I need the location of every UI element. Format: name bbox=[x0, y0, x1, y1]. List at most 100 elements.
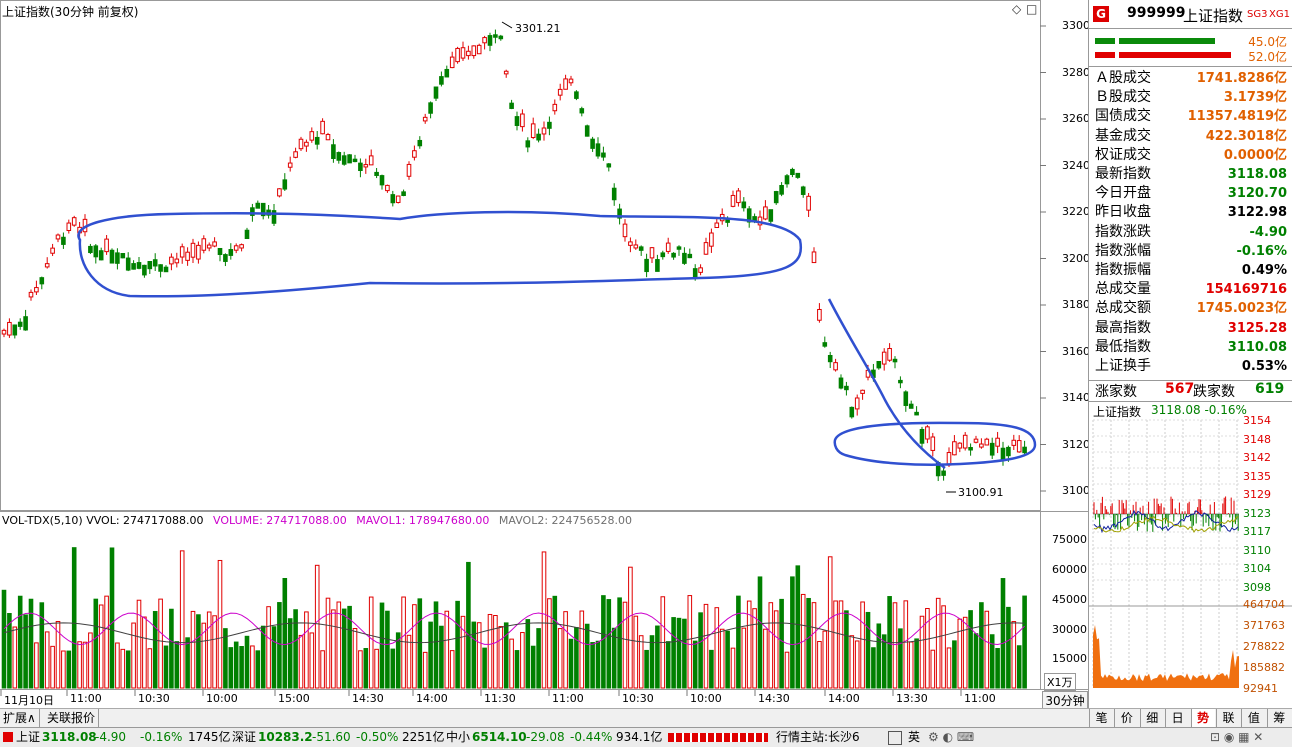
volume-bar bbox=[417, 598, 423, 689]
candle-body bbox=[466, 50, 471, 57]
quote-row: 指数振幅 0.49% bbox=[1093, 261, 1287, 280]
quote-row-value: 3.1739亿 bbox=[1223, 90, 1287, 106]
candle-body bbox=[665, 242, 671, 252]
time-axis-tick: 15:00 bbox=[278, 692, 310, 705]
volume-bar bbox=[466, 561, 471, 689]
quote-tab-6[interactable]: 值 bbox=[1241, 709, 1265, 727]
volume-bar bbox=[757, 576, 763, 689]
candle-body bbox=[444, 68, 450, 78]
candle-body bbox=[277, 188, 282, 197]
sh-index-label[interactable]: 上证 bbox=[16, 730, 41, 744]
ime-icon[interactable] bbox=[888, 731, 902, 745]
quote-tab-3[interactable]: 日 bbox=[1165, 709, 1189, 727]
quote-row-label: 国债成交 bbox=[1095, 108, 1151, 125]
quote-row-value: 3122.98 bbox=[1227, 205, 1287, 221]
candle-body bbox=[325, 134, 331, 141]
window-shape-icon[interactable]: ◇ bbox=[1012, 2, 1022, 16]
volume-bar bbox=[358, 650, 363, 689]
stock-name: 上证指数 bbox=[1183, 7, 1244, 25]
candle-body bbox=[655, 259, 660, 272]
candle-body bbox=[201, 238, 207, 251]
ime-mode[interactable]: 英 bbox=[908, 730, 921, 744]
volume-bar bbox=[709, 649, 714, 689]
volume-bar bbox=[50, 645, 55, 689]
candle-body bbox=[806, 195, 811, 211]
volume-bar bbox=[968, 610, 973, 689]
period-selector[interactable]: 30分钟 bbox=[1042, 691, 1088, 710]
mini-chart-title: 上证指数 bbox=[1093, 405, 1142, 419]
candle-body bbox=[390, 194, 396, 204]
candle-body bbox=[212, 241, 217, 247]
candle-body bbox=[898, 379, 903, 384]
window-maximize-icon[interactable]: □ bbox=[1026, 2, 1038, 16]
volume-bar bbox=[547, 598, 552, 689]
volume-bar bbox=[196, 614, 201, 689]
candle-body bbox=[849, 406, 855, 418]
quote-tab-2[interactable]: 细 bbox=[1139, 709, 1164, 727]
candle-body bbox=[779, 185, 784, 195]
sell-bar-segment bbox=[1095, 52, 1115, 58]
candle-body bbox=[687, 253, 693, 259]
candle-body bbox=[800, 186, 806, 195]
price-axis-tick: 3280 bbox=[1062, 65, 1090, 79]
system-tray-icons[interactable]: ⊡ ◉ ▦ ✕ bbox=[1210, 730, 1264, 744]
volume-bar bbox=[854, 640, 860, 689]
candle-body bbox=[514, 116, 520, 126]
tag-sg3[interactable]: SG3 bbox=[1247, 9, 1268, 20]
candle-body bbox=[120, 253, 126, 259]
quote-row: 指数涨跌 -4.90 bbox=[1093, 223, 1287, 242]
volume-bar bbox=[298, 634, 304, 689]
volume-bar bbox=[439, 625, 444, 689]
group-badge[interactable]: G bbox=[1093, 6, 1109, 22]
candle-body bbox=[822, 342, 828, 347]
volume-bar bbox=[779, 598, 784, 689]
mini-price-tick: 3117 bbox=[1243, 525, 1271, 538]
tag-xg1[interactable]: XG1 bbox=[1269, 9, 1290, 20]
tab-extend[interactable]: 扩展∧ bbox=[0, 709, 40, 727]
quote-row: 上证换手 0.53% bbox=[1093, 357, 1287, 376]
candle-body bbox=[595, 143, 601, 157]
quote-tab-1[interactable]: 价 bbox=[1114, 709, 1138, 727]
quote-row-label: 指数涨跌 bbox=[1095, 223, 1151, 240]
candle-body bbox=[730, 194, 736, 207]
candle-body bbox=[638, 246, 644, 251]
volume-bar bbox=[233, 641, 239, 689]
quote-row-value: -0.16% bbox=[1236, 243, 1288, 259]
volume-bar bbox=[617, 597, 622, 689]
quote-tab-4[interactable]: 势 bbox=[1190, 709, 1215, 727]
volume-bar bbox=[152, 611, 158, 689]
mini-price-tick: 3148 bbox=[1243, 432, 1271, 446]
annotation-ellipse-bottom bbox=[833, 421, 1037, 466]
candle-body bbox=[698, 267, 703, 273]
volume-bar bbox=[260, 625, 266, 689]
tab-related-quotes[interactable]: 关联报价 bbox=[44, 709, 100, 727]
quote-row: 今日开盘 3120.70 bbox=[1093, 184, 1287, 203]
sh-index-change: -4.90 bbox=[95, 730, 127, 744]
candle-body bbox=[903, 391, 909, 406]
candle-body bbox=[487, 35, 493, 46]
quote-tab-0[interactable]: 笔 bbox=[1089, 709, 1113, 727]
candle-body bbox=[66, 222, 72, 231]
volume-bar bbox=[865, 611, 871, 689]
volume-bar bbox=[1, 589, 7, 689]
volume-bar bbox=[606, 599, 612, 689]
volume-bar bbox=[995, 648, 1000, 689]
server-label[interactable]: 行情主站:长沙6 bbox=[776, 730, 860, 744]
candle-body bbox=[952, 441, 957, 456]
advance-label: 涨家数 bbox=[1095, 384, 1137, 400]
mini-avg-line bbox=[1093, 515, 1239, 533]
quote-tab-7[interactable]: 筹 bbox=[1266, 709, 1291, 727]
quote-tab-5[interactable]: 联 bbox=[1216, 709, 1240, 727]
mini-intraday-chart[interactable] bbox=[1089, 418, 1292, 708]
sz-index-label[interactable]: 深证 bbox=[232, 730, 257, 744]
volume-bar bbox=[503, 622, 509, 689]
main-chart-area[interactable] bbox=[0, 0, 1088, 708]
price-axis-tick: 3200 bbox=[1062, 251, 1090, 265]
volume-bar bbox=[368, 596, 374, 689]
volume-bar bbox=[838, 600, 844, 689]
candle-body bbox=[422, 116, 428, 122]
candle-body bbox=[995, 437, 1000, 447]
candle-body bbox=[1016, 440, 1022, 453]
zx-index-label[interactable]: 中小 bbox=[446, 730, 471, 744]
ime-toolbar-icons[interactable]: ⚙ ◐ ⌨ bbox=[928, 730, 975, 744]
